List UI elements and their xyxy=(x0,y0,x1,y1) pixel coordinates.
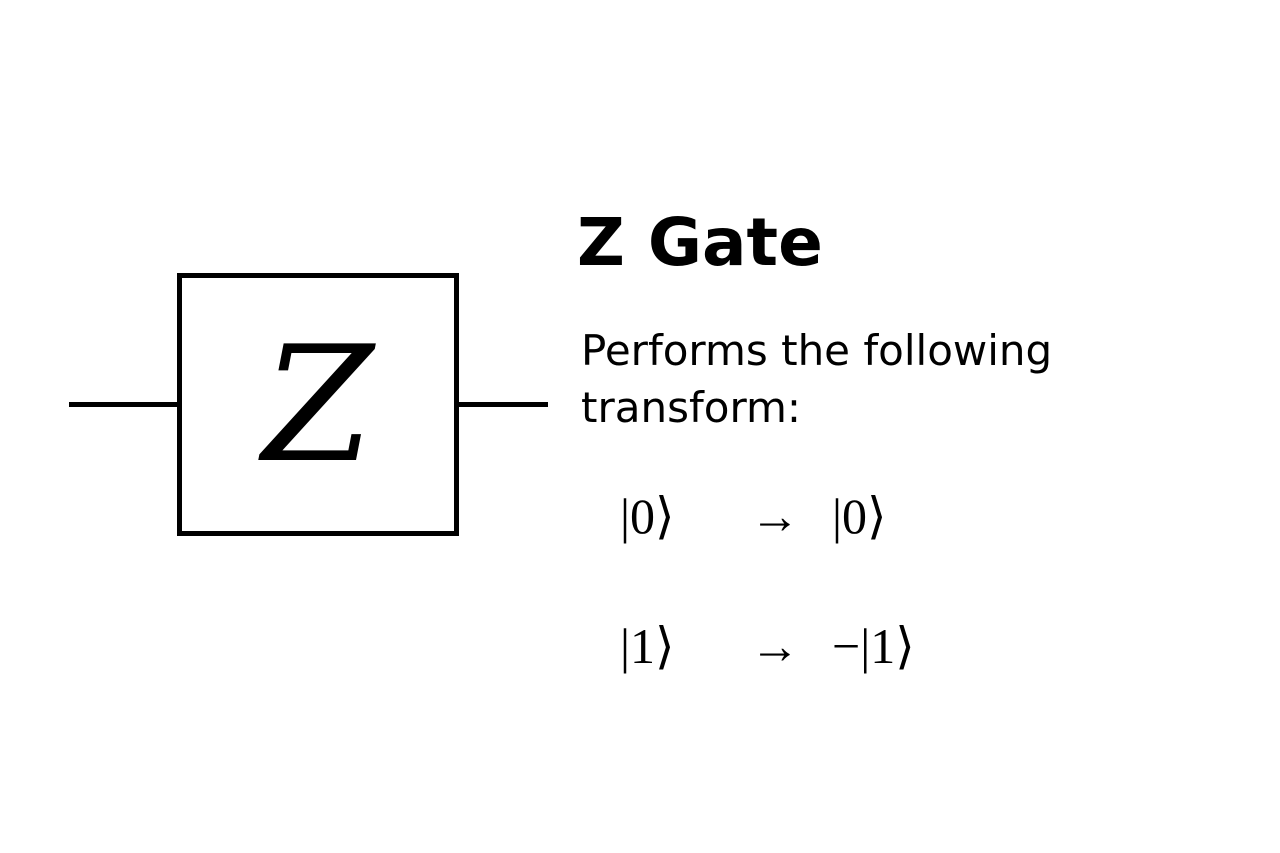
output-wire xyxy=(455,402,548,407)
arrow-icon: → xyxy=(750,618,800,674)
arrow-icon: → xyxy=(750,488,800,544)
transform-input: |1⟩ xyxy=(620,618,675,674)
transform-output: |0⟩ xyxy=(832,488,887,544)
transform-input: |0⟩ xyxy=(620,488,675,544)
z-gate-box: Z xyxy=(177,273,459,536)
input-wire xyxy=(69,402,180,407)
gate-description: Performs the following transform: xyxy=(581,326,1053,432)
gate-symbol: Z xyxy=(262,310,374,498)
gate-title: Z Gate xyxy=(577,204,823,281)
transform-output: −|1⟩ xyxy=(832,618,915,674)
